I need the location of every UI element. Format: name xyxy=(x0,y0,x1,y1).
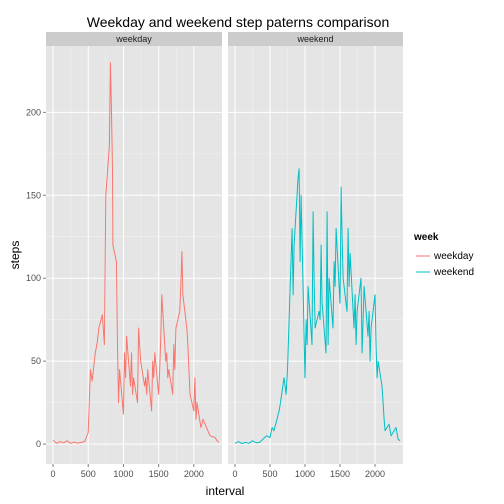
panel-background-weekend xyxy=(228,46,403,464)
legend: week weekday weekend xyxy=(413,232,474,278)
x-axis-title: interval xyxy=(206,484,245,498)
y-tick-label: 200 xyxy=(26,107,41,117)
facet-panel-weekday: weekday xyxy=(46,32,222,464)
x-tick-label: 500 xyxy=(262,469,277,479)
legend-title: week xyxy=(413,232,439,243)
y-tick-label: 50 xyxy=(31,356,41,366)
facet-panel-weekend: weekend xyxy=(228,32,403,464)
y-axis: 0 50 100 150 200 xyxy=(26,107,46,449)
y-tick-label: 150 xyxy=(26,190,41,200)
x-tick-label: 0 xyxy=(232,469,237,479)
y-tick-label: 100 xyxy=(26,273,41,283)
facet-strip-label-weekday: weekday xyxy=(115,34,152,44)
y-tick-label: 0 xyxy=(36,439,41,449)
x-tick-label: 2000 xyxy=(365,469,385,479)
legend-label-weekday: weekday xyxy=(433,251,473,262)
x-tick-label: 0 xyxy=(51,469,56,479)
x-tick-label: 1000 xyxy=(295,469,315,479)
x-tick-label: 1000 xyxy=(113,469,133,479)
chart-title: Weekday and weekend step paterns compari… xyxy=(87,14,389,30)
x-axis: 0 500 1000 1500 2000 0 500 1000 1500 2000 xyxy=(51,464,385,479)
y-axis-title: steps xyxy=(8,241,22,270)
facet-strip-label-weekend: weekend xyxy=(296,34,333,44)
facet-panels: weekday weekend xyxy=(46,32,403,464)
x-tick-label: 2000 xyxy=(184,469,204,479)
x-tick-label: 1500 xyxy=(330,469,350,479)
x-tick-label: 1500 xyxy=(149,469,169,479)
legend-label-weekend: weekend xyxy=(433,267,474,278)
x-tick-label: 500 xyxy=(81,469,96,479)
